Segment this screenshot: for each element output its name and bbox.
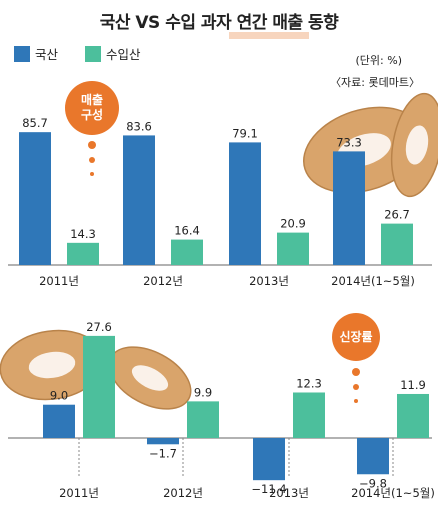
bottom-category-label-2: 2013년: [269, 486, 309, 500]
top-category-label-2: 2013년: [249, 274, 289, 288]
top-value-label-imported-0: 14.3: [70, 227, 96, 241]
badge-sales-composition-line-1: 매출: [81, 92, 103, 107]
bottom-bar-domestic-2: [253, 438, 285, 481]
legend-domestic: 국산: [14, 44, 58, 63]
cookie-decoration-bottom-left: [0, 329, 105, 401]
bottom-value-label-imported-1: 9.9: [194, 385, 212, 399]
top-value-label-domestic-1: 83.6: [126, 119, 152, 133]
bottom-bar-domestic-1: [147, 438, 179, 445]
top-bar-domestic-0: [19, 132, 51, 265]
badge-dot-1: [88, 141, 96, 149]
bottom-value-label-domestic-1: −1.7: [149, 446, 177, 460]
bottom-value-label-domestic-0: 9.0: [50, 389, 68, 403]
top-bar-domestic-3: [333, 151, 365, 265]
top-category-label-1: 2012년: [143, 274, 183, 288]
cookie-decoration-top-right: [390, 92, 438, 198]
bottom-bar-domestic-3: [357, 438, 389, 475]
top-value-label-domestic-3: 73.3: [336, 135, 362, 149]
bottom-value-label-domestic-2: −11.4: [251, 482, 286, 496]
top-bar-imported-2: [277, 232, 309, 265]
bottom-category-label-0: 2011년: [59, 486, 99, 500]
bottom-bar-imported-2: [293, 392, 325, 438]
legend-domestic-swatch: [14, 45, 30, 62]
top-bar-domestic-2: [229, 142, 261, 265]
cookie-decoration-bottom-mid: [108, 346, 192, 410]
badge-dot-3: [90, 172, 94, 176]
unit-label: (단위: %): [355, 54, 402, 67]
badge-dot-6: [354, 399, 358, 403]
top-value-label-domestic-0: 85.7: [22, 116, 48, 130]
bottom-category-label-3: 2014년(1~5월): [351, 486, 435, 500]
bottom-value-label-domestic-3: −9.8: [359, 476, 387, 490]
top-bar-imported-1: [171, 239, 203, 265]
bottom-bar-domestic-0: [43, 404, 75, 438]
badge-dot-4: [352, 368, 360, 376]
legend-imported-label: 수입산: [106, 47, 141, 62]
top-bar-domestic-1: [123, 135, 155, 265]
top-value-label-imported-2: 20.9: [280, 217, 306, 231]
source-label: 〈자료: 롯데마트〉: [330, 76, 420, 89]
top-value-label-imported-1: 16.4: [174, 224, 200, 238]
badge-sales-composition-line-2: 구성: [81, 108, 103, 122]
legend-domestic-label: 국산: [35, 47, 59, 62]
top-value-label-imported-3: 26.7: [384, 208, 410, 222]
badge-growth-rate-label: 신장률: [339, 329, 372, 344]
badge-dot-5: [353, 384, 359, 390]
bottom-value-label-imported-0: 27.6: [86, 320, 112, 334]
bottom-value-label-imported-3: 11.9: [400, 378, 426, 392]
top-value-label-domestic-2: 79.1: [232, 126, 258, 140]
badge-dot-2: [89, 157, 95, 163]
top-category-label-0: 2011년: [39, 274, 79, 288]
title-highlight: [229, 32, 309, 39]
bottom-category-label-1: 2012년: [163, 486, 203, 500]
legend-imported: 수입산: [85, 44, 141, 63]
top-category-label-3: 2014년(1~5월): [331, 274, 415, 288]
bottom-bar-imported-1: [187, 401, 219, 438]
top-bar-imported-3: [381, 223, 413, 265]
legend-imported-swatch: [85, 45, 101, 62]
bottom-bar-imported-3: [397, 393, 429, 438]
badge-growth-rate: [332, 313, 380, 361]
chart-title: 국산 VS 수입 과자 연간 매출 동향: [99, 13, 339, 33]
top-bar-imported-0: [67, 242, 99, 265]
bottom-bar-imported-0: [83, 335, 115, 438]
badge-sales-composition: [65, 81, 119, 135]
bottom-value-label-imported-2: 12.3: [296, 376, 322, 390]
